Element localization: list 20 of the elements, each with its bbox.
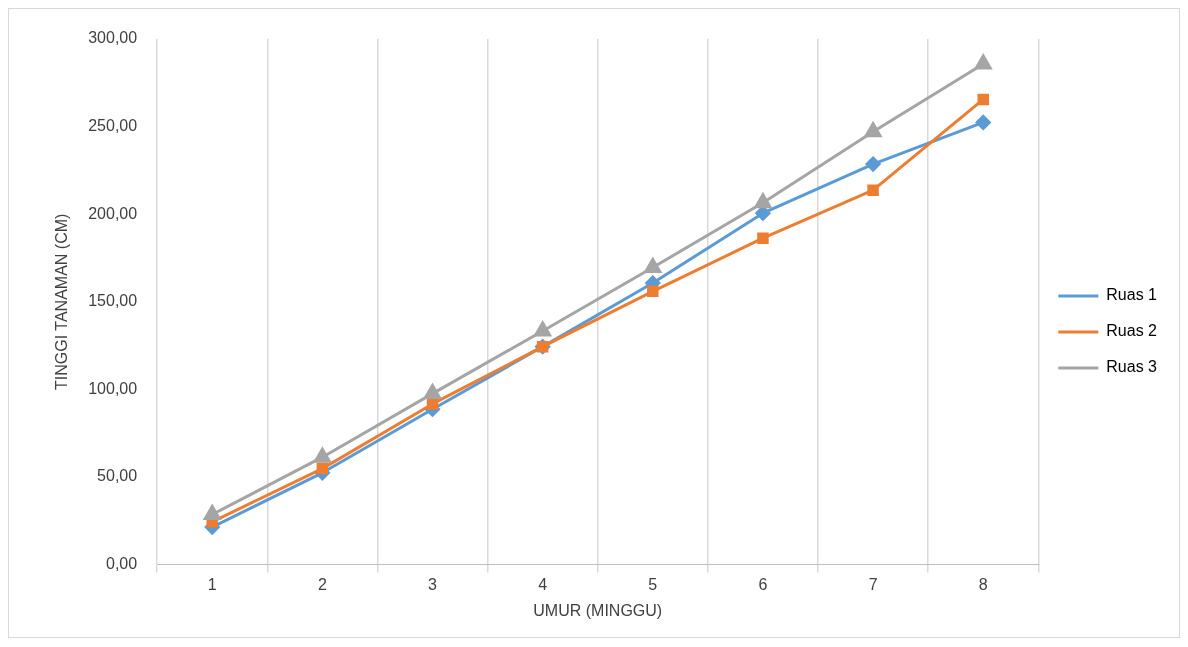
y-tick-label: 250,00 [88,117,138,135]
y-tick-label: 200,00 [88,204,138,222]
legend-label: Ruas 3 [1106,358,1158,376]
x-axis-title: UMUR (MINGGU) [533,601,663,619]
x-tick-label: 7 [868,575,878,593]
y-tick-label: 150,00 [88,292,138,310]
x-tick-label: 5 [648,575,658,593]
x-tick-label: 2 [317,575,327,593]
x-tick-label: 8 [978,575,988,593]
legend-label: Ruas 2 [1106,322,1158,340]
y-tick-label: 50,00 [97,467,138,485]
y-tick-label: 0,00 [106,555,138,573]
x-tick-label: 3 [428,575,438,593]
y-tick-label: 100,00 [88,379,138,397]
legend-label: Ruas 1 [1106,286,1158,304]
x-tick-label: 1 [207,575,217,593]
y-tick-label: 300,00 [88,29,138,47]
y-axis-title: TINGGI TANAMAN (CM) [53,213,71,390]
x-tick-label: 6 [758,575,768,593]
x-tick-label: 4 [538,575,548,593]
